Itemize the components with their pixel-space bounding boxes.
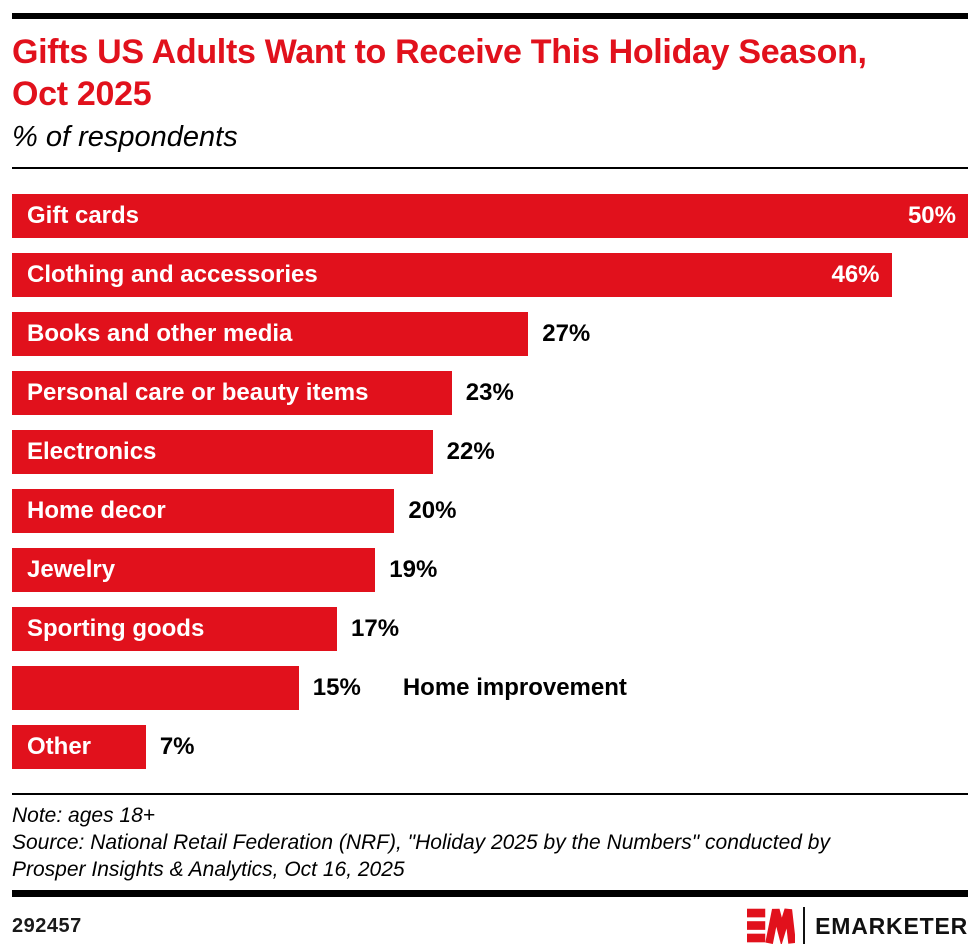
emarketer-logo-icon [747, 908, 796, 944]
notes-divider [12, 793, 968, 795]
bottom-rule [12, 890, 968, 897]
bar-row: Electronics 22% [12, 430, 968, 474]
chart-title: Gifts US Adults Want to Receive This Hol… [12, 33, 867, 113]
bar-row: Sporting goods 17% [12, 607, 968, 651]
bar-value: 27% [542, 320, 591, 347]
chart-subtitle: % of respondents [12, 121, 238, 153]
bar: Other [12, 725, 146, 769]
bar-label: Clothing and accessories [27, 261, 318, 288]
bar-chart: Gift cards 50% Clothing and accessories … [12, 194, 968, 769]
bar: Books and other media [12, 312, 529, 356]
bar-row: Jewelry 19% [12, 548, 968, 592]
header-divider [12, 167, 968, 169]
bar-label: Sporting goods [27, 615, 205, 642]
emarketer-brand: EMARKETER [747, 907, 968, 944]
bar-value: 15% [312, 674, 361, 701]
bar-value: 22% [446, 438, 495, 465]
bar: Home decor [12, 489, 395, 533]
bar: Clothing and accessories 46% [12, 253, 892, 297]
bar-row: Personal care or beauty items 23% [12, 371, 968, 415]
bar-label: Electronics [27, 438, 157, 465]
bar-row: 15% Home improvement [12, 666, 968, 710]
brand-name: EMARKETER [815, 912, 968, 939]
bar-label: Other [27, 733, 92, 760]
note-text: Note: ages 18+ [12, 804, 156, 827]
footer: 292457 EMARKETER [12, 907, 968, 944]
bar-label: Home improvement [402, 674, 627, 701]
bar-row: Books and other media 27% [12, 312, 968, 356]
bar: Electronics [12, 430, 433, 474]
bar: Sporting goods [12, 607, 338, 651]
source-text: Source: National Retail Federation (NRF)… [12, 831, 830, 881]
bar [12, 666, 299, 710]
bar-value: 50% [907, 202, 956, 229]
bar-label: Jewelry [27, 556, 116, 583]
bar-row: Gift cards 50% [12, 194, 968, 238]
top-rule [12, 13, 968, 19]
bar: Personal care or beauty items [12, 371, 452, 415]
bar-value: 17% [351, 615, 400, 642]
bar-value: 23% [465, 379, 514, 406]
bar-row: Other 7% [12, 725, 968, 769]
bar-value: 20% [408, 497, 457, 524]
chart-notes: Note: ages 18+ Source: National Retail F… [12, 802, 968, 883]
bar-label: Gift cards [27, 202, 140, 229]
bar: Gift cards 50% [12, 194, 968, 238]
bar-label: Personal care or beauty items [27, 379, 369, 406]
brand-divider [803, 907, 806, 944]
chart-id: 292457 [12, 914, 82, 937]
bar-label: Books and other media [27, 320, 293, 347]
bar-row: Home decor 20% [12, 489, 968, 533]
bar-value: 46% [831, 261, 880, 288]
bar-row: Clothing and accessories 46% [12, 253, 968, 297]
bar: Jewelry [12, 548, 376, 592]
bar-label: Home decor [27, 497, 166, 524]
bar-value: 19% [389, 556, 438, 583]
bar-value: 7% [159, 733, 195, 760]
